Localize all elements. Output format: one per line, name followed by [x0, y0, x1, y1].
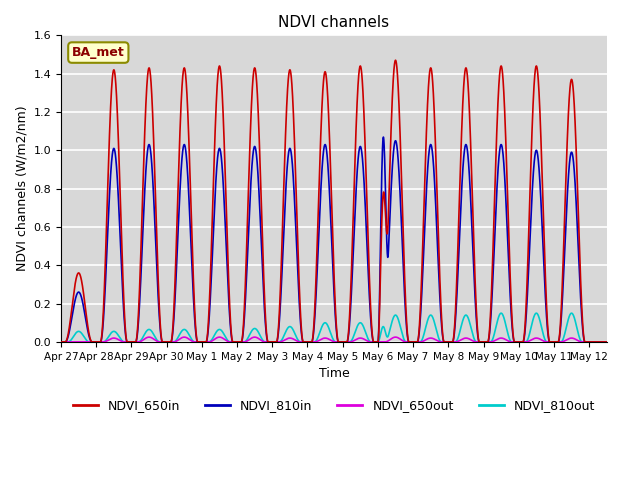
- X-axis label: Time: Time: [319, 367, 349, 380]
- Text: BA_met: BA_met: [72, 46, 125, 59]
- Y-axis label: NDVI channels (W/m2/nm): NDVI channels (W/m2/nm): [15, 106, 28, 271]
- Legend: NDVI_650in, NDVI_810in, NDVI_650out, NDVI_810out: NDVI_650in, NDVI_810in, NDVI_650out, NDV…: [68, 394, 600, 417]
- Title: NDVI channels: NDVI channels: [278, 15, 390, 30]
